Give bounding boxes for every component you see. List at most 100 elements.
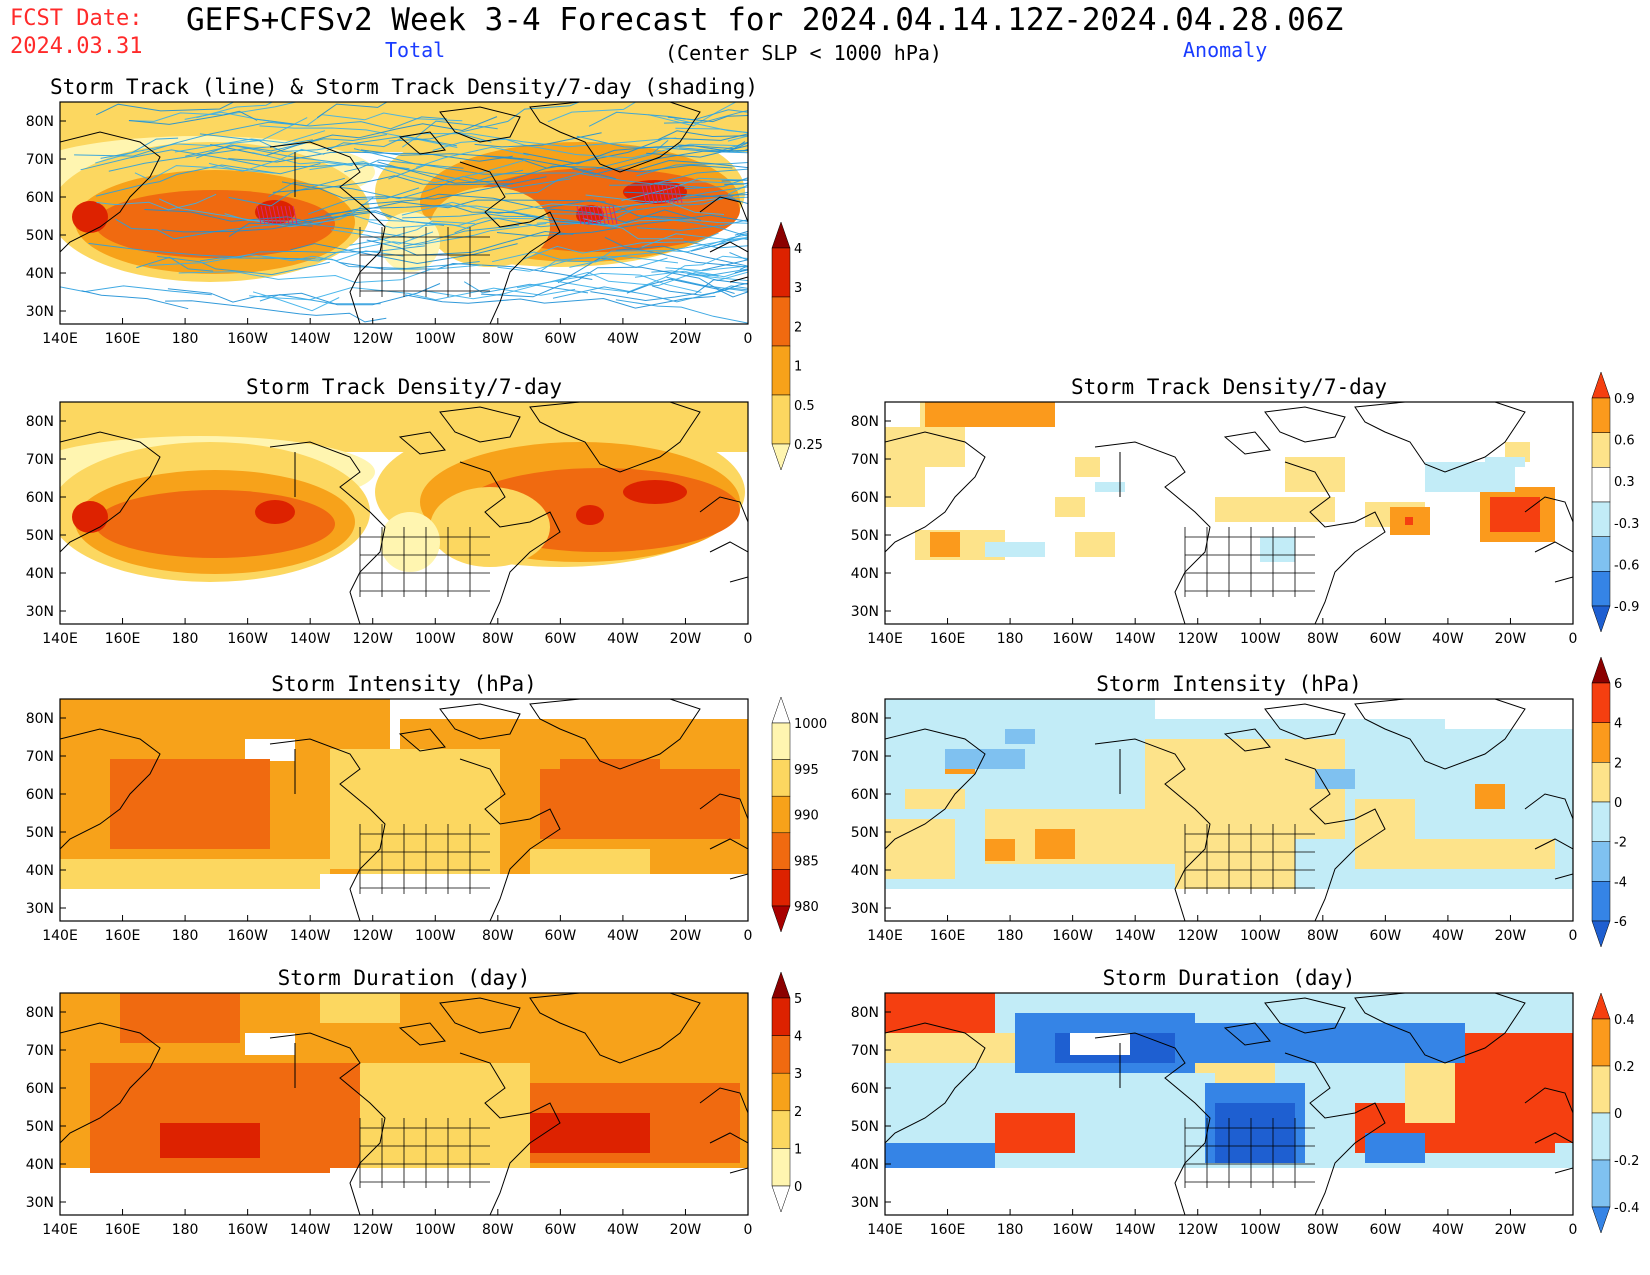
- lon-tick-label: 140W: [1115, 1222, 1156, 1238]
- lon-tick-label: 140E: [867, 1222, 903, 1238]
- lon-tick-label: 20W: [1495, 631, 1527, 647]
- lon-tick-label: 80W: [1307, 1222, 1339, 1238]
- lat-tick-label: 80N: [851, 711, 879, 727]
- lon-tick-label: 20W: [670, 331, 702, 347]
- panel-title: Storm Intensity (hPa): [1096, 672, 1362, 696]
- lon-tick-label: 160W: [227, 331, 268, 347]
- lat-tick-label: 70N: [26, 749, 54, 765]
- lat-tick-label: 40N: [26, 863, 54, 879]
- panel-title: Storm Track (line) & Storm Track Density…: [50, 75, 758, 99]
- lat-tick-label: 50N: [26, 528, 54, 544]
- lon-tick-label: 120W: [352, 1222, 393, 1238]
- lon-tick-label: 160W: [1052, 1222, 1093, 1238]
- lon-tick-label: 60W: [545, 1222, 577, 1238]
- lon-tick-label: 120W: [1177, 928, 1218, 944]
- panel-track: Storm Track (line) & Storm Track Density…: [26, 75, 758, 347]
- panel-intensity-anom: Storm Intensity (hPa) 80N 70N 60N 50N 40N 30N 1…: [851, 672, 1578, 944]
- lon-tick-label: 180: [172, 631, 199, 647]
- lon-tick-label: 140W: [290, 631, 331, 647]
- colorbar-intensity-anom: 6 4 2 0 -2 -4 -6: [1591, 656, 1627, 948]
- lat-tick-label: 60N: [26, 787, 54, 803]
- lon-tick-label: 140E: [42, 1222, 78, 1238]
- panel-intensity-total: Storm Intensity (hPa) 80N 70N 60N 50N 40N 30N 1…: [26, 672, 753, 944]
- lon-tick-label: 60W: [545, 928, 577, 944]
- lon-tick-label: 180: [997, 631, 1024, 647]
- lon-tick-label: 140E: [867, 928, 903, 944]
- lon-tick-label: 180: [997, 928, 1024, 944]
- lat-tick-label: 70N: [851, 1043, 879, 1059]
- colorbar-tick-label: 0.4: [1614, 1013, 1635, 1028]
- lat-tick-label: 80N: [26, 1005, 54, 1021]
- colorbar-tick-label: 4: [794, 1030, 802, 1045]
- lon-tick-label: 20W: [670, 631, 702, 647]
- lon-tick-label: 60W: [545, 331, 577, 347]
- lon-tick-label: 120W: [352, 331, 393, 347]
- lon-tick-label: 80W: [1307, 928, 1339, 944]
- fcst-date-value: 2024.03.31: [10, 34, 143, 59]
- panel-duration-anom: Storm Duration (day) 80N 70N 60N 50N 40N 30N 14…: [851, 966, 1578, 1238]
- lat-tick-label: 50N: [26, 228, 54, 244]
- lon-tick-label: 120W: [1177, 631, 1218, 647]
- lon-tick-label: 120W: [1177, 1222, 1218, 1238]
- lon-tick-label: 0: [744, 631, 753, 647]
- colorbar-tick-label: 1: [794, 1142, 802, 1157]
- subtitle-center-slp: (Center SLP < 1000 hPa): [665, 41, 942, 65]
- lat-tick-label: 60N: [851, 490, 879, 506]
- lon-tick-label: 60W: [1370, 928, 1402, 944]
- colorbar-intensity-total: 1000 995 990 985 980: [771, 696, 827, 933]
- lon-tick-label: 160W: [227, 631, 268, 647]
- lon-tick-label: 140W: [1115, 631, 1156, 647]
- panel-density-total: Storm Track Density/7-day 80N 70N 60N 50N 40N…: [26, 375, 753, 647]
- colorbar-density-total: 4 3 2 1 0.5 0.25: [771, 221, 823, 471]
- lon-tick-label: 0: [744, 1222, 753, 1238]
- lat-tick-label: 70N: [26, 1043, 54, 1059]
- lon-tick-label: 160E: [105, 1222, 141, 1238]
- colorbar-tick-label: 990: [794, 809, 819, 824]
- lat-tick-label: 40N: [26, 266, 54, 282]
- colorbar-tick-label: 985: [794, 854, 819, 869]
- colorbar-tick-label: 0: [1614, 796, 1622, 811]
- lon-tick-label: 0: [1569, 631, 1578, 647]
- lat-tick-label: 30N: [26, 901, 54, 917]
- colorbar-tick-label: 0: [794, 1180, 802, 1195]
- lon-tick-label: 140W: [290, 928, 331, 944]
- lat-tick-label: 80N: [851, 414, 879, 430]
- lon-tick-label: 140E: [42, 331, 78, 347]
- colorbar-tick-label: 0.9: [1614, 392, 1635, 407]
- lon-tick-label: 140W: [1115, 928, 1156, 944]
- lon-tick-label: 40W: [607, 928, 639, 944]
- lat-tick-label: 60N: [26, 490, 54, 506]
- lon-tick-label: 100W: [1240, 928, 1281, 944]
- colorbar-tick-label: 4: [794, 242, 802, 257]
- lon-tick-label: 160W: [227, 1222, 268, 1238]
- lon-tick-label: 40W: [607, 631, 639, 647]
- lon-tick-label: 40W: [607, 331, 639, 347]
- lat-tick-label: 70N: [851, 749, 879, 765]
- colorbar-tick-label: -0.6: [1614, 558, 1639, 573]
- colorbar-duration-total: 5 4 3 2 1 0: [771, 971, 802, 1213]
- lon-tick-label: 160E: [105, 928, 141, 944]
- lon-tick-label: 160E: [930, 631, 966, 647]
- colorbar-tick-label: -0.4: [1614, 1201, 1639, 1216]
- panel-title: Storm Intensity (hPa): [271, 672, 537, 696]
- lat-tick-label: 80N: [851, 1005, 879, 1021]
- lat-tick-label: 30N: [26, 1195, 54, 1211]
- lon-tick-label: 120W: [352, 928, 393, 944]
- colorbar-tick-label: 2: [794, 1105, 802, 1120]
- lat-tick-label: 30N: [851, 1195, 879, 1211]
- lat-tick-label: 30N: [851, 901, 879, 917]
- lon-tick-label: 80W: [1307, 631, 1339, 647]
- panel-title: Storm Duration (day): [278, 966, 531, 990]
- panel-title: Storm Track Density/7-day: [246, 375, 562, 399]
- lon-tick-label: 20W: [670, 928, 702, 944]
- lon-tick-label: 0: [744, 331, 753, 347]
- lon-tick-label: 160W: [227, 928, 268, 944]
- lat-tick-label: 50N: [851, 528, 879, 544]
- lat-tick-label: 40N: [851, 566, 879, 582]
- colorbar-tick-label: 3: [794, 1067, 802, 1082]
- lon-tick-label: 160E: [930, 928, 966, 944]
- colorbar-tick-label: -0.9: [1614, 600, 1639, 615]
- total-column-label: Total: [385, 38, 446, 62]
- lat-tick-label: 40N: [851, 863, 879, 879]
